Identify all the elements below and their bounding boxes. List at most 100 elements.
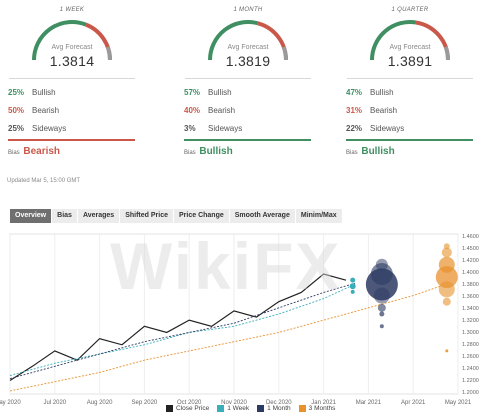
avg-forecast-value: 1.3814 [49, 53, 95, 69]
divider [9, 78, 135, 79]
gauge-icon [32, 20, 112, 61]
series-1-month [9, 282, 356, 380]
period-title: 1 MONTH [233, 7, 263, 13]
x-tick-label: Oct 2020 [177, 400, 202, 406]
x-tick-label: Nov 2020 [221, 400, 247, 406]
legend-item[interactable]: 1 Week [217, 405, 249, 412]
legend-item[interactable]: 3 Months [298, 405, 336, 412]
forecast-chart: ay 2020 Jul 2020 Aug 2020 Sep 2020 Oct 2020 N… [0, 233, 479, 406]
forecast-bubble [443, 243, 450, 250]
forecast-bubble [370, 263, 393, 285]
watermark: WikiFX [110, 229, 342, 303]
tab-averages[interactable]: Averages [78, 209, 121, 223]
stat-bearish: 40% Bearish [184, 106, 235, 115]
stat-label: Bearish [208, 106, 236, 115]
stat-pct: 50% [8, 106, 25, 115]
stat-pct: 3% [184, 124, 196, 133]
y-tick-label: 1.2600 [462, 354, 479, 360]
bias-row: Bias Bullish [184, 146, 233, 157]
stat-label: Sideways [370, 124, 405, 133]
forecast-bubble [373, 287, 390, 304]
period-title: 1 WEEK [59, 7, 85, 13]
x-tick-label: Apr 2021 [401, 400, 426, 406]
y-tick-label: 1.2800 [462, 342, 479, 348]
x-tick-label: Aug 2020 [87, 400, 113, 406]
forecast-bubble [442, 297, 451, 306]
stat-bullish: 47% Bullish [346, 88, 394, 97]
forecast-bubble [438, 281, 455, 298]
stat-pct: 25% [8, 88, 25, 97]
stat-pct: 57% [184, 88, 201, 97]
y-tick-label: 1.4600 [462, 234, 479, 240]
stat-pct: 47% [346, 88, 363, 97]
bias-value: Bullish [199, 146, 233, 157]
forecast-bubble [441, 247, 452, 258]
y-tick-label: 1.4200 [462, 258, 479, 264]
series-close-price [9, 273, 347, 381]
stat-bullish: 25% Bullish [8, 88, 56, 97]
x-tick-label: May 2021 [445, 400, 472, 406]
legend-item[interactable]: 1 Month [257, 405, 291, 412]
y-tick-label: 1.2400 [462, 366, 479, 372]
divider [185, 78, 311, 79]
stat-label: Bullish [32, 88, 56, 97]
period-title: 1 QUARTER [391, 7, 429, 13]
stat-label: Bullish [208, 88, 232, 97]
tab-minim-max[interactable]: Minim/Max [296, 209, 343, 223]
legend-label: 3 Months [308, 405, 336, 412]
x-tick-label: Dec 2020 [266, 400, 292, 406]
forecast-bubble [379, 311, 385, 317]
y-tick-label: 1.2000 [462, 390, 479, 396]
y-tick-label: 1.3800 [462, 282, 479, 288]
stat-pct: 25% [8, 124, 25, 133]
bias-label: Bias [184, 150, 196, 156]
avg-forecast-label: Avg Forecast [227, 44, 269, 51]
bias-label: Bias [346, 150, 358, 156]
x-tick-label: ay 2020 [0, 400, 21, 406]
bias-value: Bullish [361, 146, 395, 157]
avg-forecast-label: Avg Forecast [51, 44, 93, 51]
legend-item[interactable]: Close Price [166, 405, 209, 412]
forecast-bubble [350, 289, 355, 294]
forecast-bubble [350, 277, 356, 283]
stat-bearish: 50% Bearish [8, 106, 59, 115]
tab-smooth-average[interactable]: Smooth Average [230, 209, 296, 223]
bias-bar [184, 139, 311, 141]
avg-forecast-label: Avg Forecast [389, 44, 431, 51]
stat-label: Sideways [208, 124, 243, 133]
stat-sideways: 25% Sideways [8, 124, 66, 133]
legend-swatch-icon [298, 405, 306, 412]
y-tick-label: 1.2200 [462, 378, 479, 384]
stat-sideways: 22% Sideways [346, 124, 404, 133]
forecast-bubble [375, 258, 388, 271]
avg-forecast-value: 1.3891 [387, 53, 433, 69]
forecast-bubble [445, 349, 449, 353]
bias-label: Bias [8, 150, 20, 156]
legend-swatch-icon [257, 405, 265, 412]
divider [347, 78, 473, 79]
forecast-bubble [435, 266, 458, 289]
forecast-bubble [438, 256, 455, 273]
tab-price-change[interactable]: Price Change [174, 209, 230, 223]
stat-pct: 22% [346, 124, 363, 133]
stat-pct: 40% [184, 106, 201, 115]
stat-label: Bearish [32, 106, 60, 115]
x-tick-label: Mar 2021 [356, 400, 382, 406]
forecast-bubble [349, 283, 356, 290]
tab-shifted-price[interactable]: Shifted Price [120, 209, 174, 223]
stat-label: Bearish [370, 106, 398, 115]
y-tick-label: 1.4000 [462, 270, 479, 276]
forecast-bubble [379, 324, 384, 329]
stat-bearish: 31% Bearish [346, 106, 397, 115]
stat-bullish: 57% Bullish [184, 88, 232, 97]
tab-overview[interactable]: Overview [10, 209, 53, 223]
y-tick-label: 1.4500 [462, 246, 479, 252]
avg-forecast-value: 1.3819 [225, 53, 271, 69]
tab-bias[interactable]: Bias [52, 209, 78, 223]
legend-swatch-icon [217, 405, 225, 412]
bias-value: Bearish [23, 146, 61, 157]
bias-row: Bias Bearish [8, 146, 60, 157]
stat-label: Sideways [32, 124, 67, 133]
stat-pct: 31% [346, 106, 363, 115]
stat-sideways: 3% Sideways [184, 124, 242, 133]
